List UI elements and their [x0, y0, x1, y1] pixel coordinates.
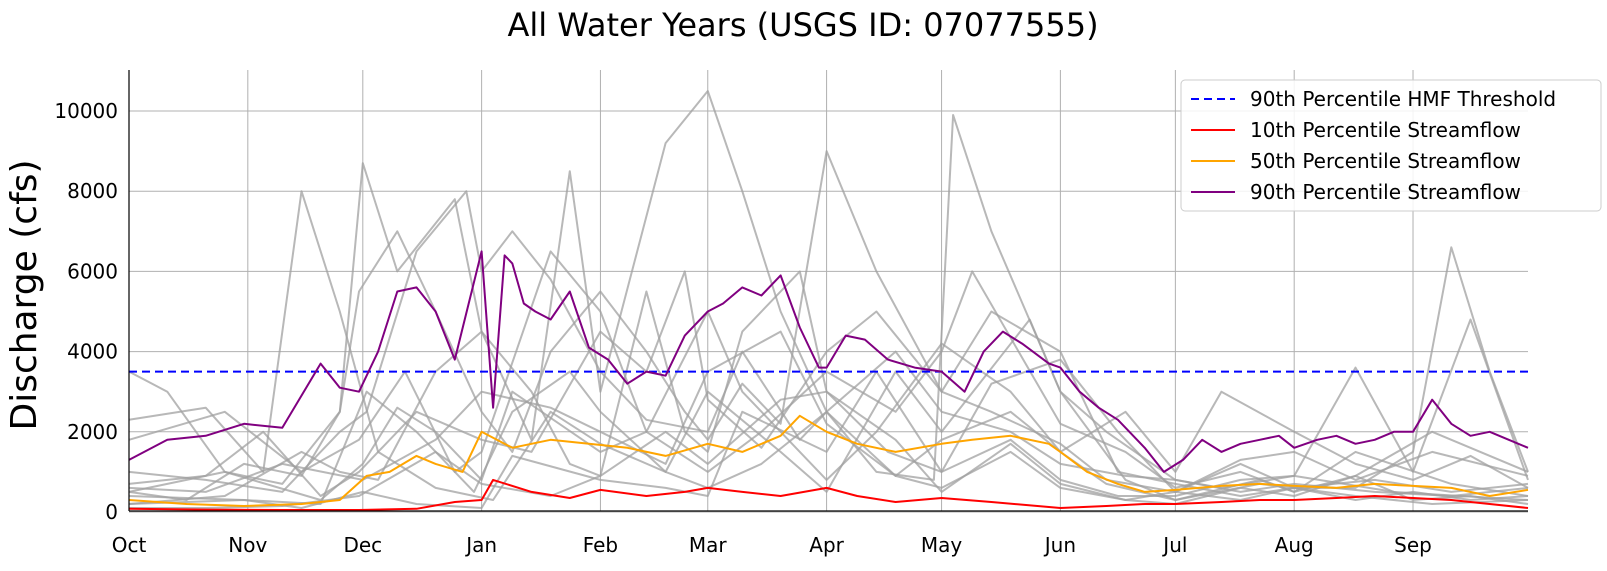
x-tick-label: Apr	[809, 533, 844, 557]
x-tick-label: Dec	[343, 533, 382, 557]
background-year-line	[128, 330, 1529, 501]
y-tick-label: 8000	[67, 179, 118, 203]
chart-title: All Water Years (USGS ID: 07077555)	[507, 6, 1098, 44]
legend-label: 50th Percentile Streamflow	[1250, 149, 1521, 173]
y-tick-label: 6000	[67, 259, 118, 283]
x-tick-label: Aug	[1275, 533, 1314, 557]
x-tick-label: May	[921, 533, 963, 557]
x-tick-label: Jul	[1161, 533, 1187, 557]
legend-label: 90th Percentile HMF Threshold	[1250, 87, 1556, 111]
x-tick-label: Sep	[1394, 533, 1432, 557]
series-line	[128, 478, 1529, 511]
x-tick-label: Nov	[228, 533, 267, 557]
background-year-line	[128, 270, 1529, 505]
background-year-line	[128, 310, 1529, 501]
series-line	[128, 250, 1529, 473]
y-tick-label: 4000	[67, 340, 118, 364]
y-tick-label: 2000	[67, 420, 118, 444]
legend: 90th Percentile HMF Threshold 10th Percen…	[1180, 79, 1602, 212]
x-tick-label: Jan	[464, 533, 497, 557]
legend-label: 90th Percentile Streamflow	[1250, 180, 1521, 204]
legend-box	[1180, 79, 1602, 212]
background-year-line	[128, 190, 1529, 501]
background-year-line	[128, 270, 1529, 497]
background-year-line	[128, 250, 1529, 493]
x-tick-label: Mar	[689, 533, 728, 557]
percentile-series-group	[128, 250, 1529, 511]
y-axis-label: Discharge (cfs)	[4, 159, 45, 430]
x-tick-label: Oct	[112, 533, 147, 557]
y-tick-label: 0	[105, 500, 118, 524]
axes	[128, 70, 1528, 512]
tick-labels: Oct Nov Dec Jan Feb Mar Apr May Jun Jul Aug Sep 0 200…	[54, 99, 1431, 557]
series-line	[128, 414, 1529, 507]
x-tick-label: Feb	[583, 533, 618, 557]
y-tick-label: 10000	[54, 99, 118, 123]
x-tick-label: Jun	[1043, 533, 1076, 557]
legend-label: 10th Percentile Streamflow	[1250, 118, 1521, 142]
